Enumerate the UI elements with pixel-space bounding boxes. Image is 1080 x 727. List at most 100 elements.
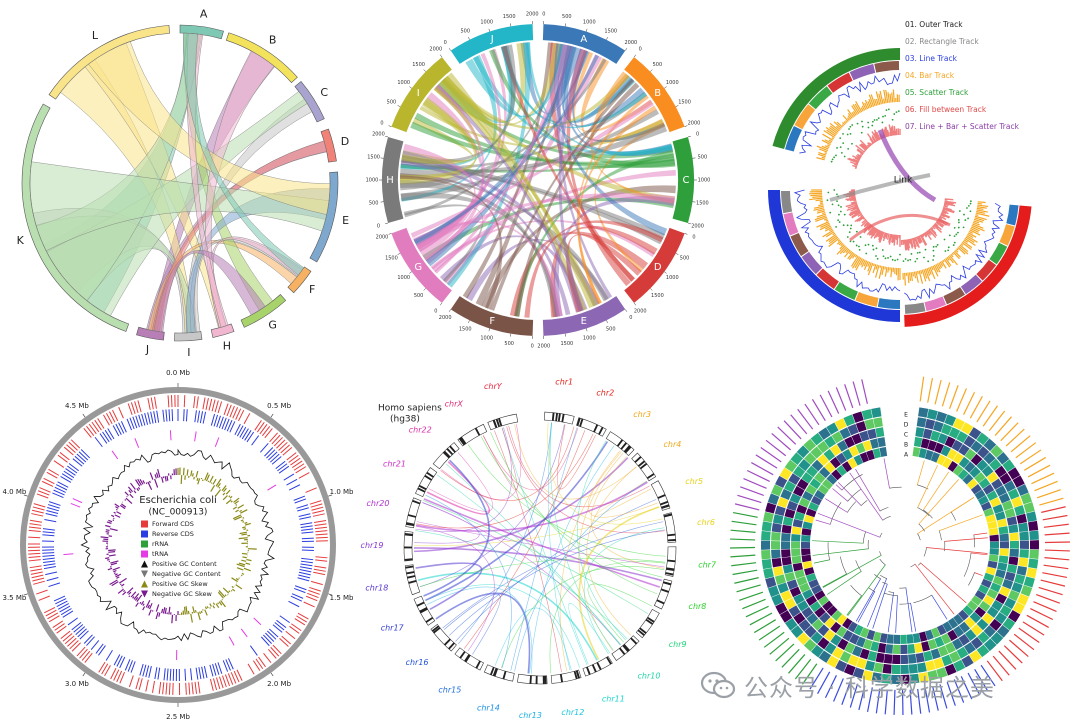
scatter-track-point: [932, 245, 935, 248]
bar-track-bar: [816, 210, 826, 214]
reverse-cds: [229, 421, 236, 433]
reverse-cds: [201, 666, 205, 679]
scatter-track-point: [871, 124, 874, 127]
tree-arc: [917, 507, 930, 517]
cytoband: [624, 446, 632, 454]
fill-between-track: [921, 234, 925, 238]
tip-label-mark: [1043, 523, 1069, 528]
tick-label: 1500: [696, 201, 709, 207]
tip-label-mark: [763, 631, 785, 648]
gc-skew-track: [242, 526, 246, 529]
fill-between-track: [925, 231, 932, 241]
tick-label: 500: [414, 293, 424, 299]
fill-between-track: [943, 205, 949, 208]
genomic-link: [417, 572, 598, 661]
gc-skew-track: [117, 588, 124, 594]
heatmap-cell: [1028, 558, 1039, 569]
heatmap-cell: [821, 479, 833, 490]
fill-between-track: [845, 202, 858, 208]
heatmap-cell: [982, 612, 994, 625]
heatmap-cell: [879, 633, 888, 644]
tick-label: 1500: [604, 28, 617, 34]
bar-track-bar: [878, 93, 882, 105]
gc-skew-track: [234, 515, 243, 521]
cytoband: [579, 418, 584, 427]
heatmap-cell: [964, 629, 977, 642]
fill-between-track: [929, 227, 938, 237]
tick-label: 2000: [372, 132, 385, 138]
scatter-track-point: [855, 244, 858, 247]
tick-mark: [270, 672, 274, 677]
bar-track-bar: [821, 211, 826, 215]
legend-swatch: [141, 560, 148, 568]
reverse-cds: [244, 430, 252, 441]
heatmap-cell: [1016, 484, 1029, 496]
heatmap-cell: [962, 605, 974, 616]
gc-skew-track: [113, 572, 116, 575]
cytoband: [426, 471, 434, 478]
tip-label-mark: [833, 678, 844, 702]
gc-skew-track: [108, 519, 113, 523]
bar-track-bar: [847, 115, 852, 120]
reverse-cds: [154, 667, 158, 680]
chord-link: [419, 84, 485, 257]
gc-skew-track: [195, 470, 199, 478]
tick-mark: [633, 302, 637, 306]
heatmap-cell: [998, 492, 1011, 504]
heatmap-cell: [781, 524, 792, 534]
reverse-cds: [45, 512, 58, 517]
heatmap-cell: [882, 663, 892, 674]
heatmap-cell: [915, 652, 925, 663]
gc-skew-track: [109, 579, 118, 586]
fill-between-track: [850, 206, 859, 212]
gc-skew-track: [222, 492, 226, 496]
tip-label-mark: [1039, 497, 1064, 506]
reverse-cds: [113, 654, 121, 666]
genomic-link: [559, 450, 621, 672]
fill-between-track: [864, 218, 866, 221]
cytoband: [561, 413, 565, 423]
tip-label-mark: [949, 385, 959, 409]
bar-track-bar: [818, 204, 824, 207]
heatmap-cell: [936, 454, 947, 466]
sector-arc-E: [542, 296, 626, 336]
scatter-track-point: [889, 255, 892, 258]
reverse-cds: [43, 566, 56, 570]
heatmap-cell: [839, 427, 851, 440]
sector-label-D: D: [654, 262, 662, 273]
heatmap-cell: [798, 459, 811, 472]
gc-skew-track: [108, 551, 116, 553]
fill-between-track: [942, 207, 955, 213]
scatter-track-point: [826, 199, 829, 202]
reverse-cds: [300, 525, 313, 529]
gc-skew-track: [129, 493, 134, 499]
scatter-track-point: [876, 257, 879, 260]
scatter-track-point: [859, 236, 862, 238]
forward-cds: [60, 630, 71, 639]
reverse-cds: [104, 429, 112, 441]
tick-mark: [448, 309, 451, 312]
fill-between-track: [923, 232, 928, 238]
heatmap-cell: [842, 448, 853, 461]
heatmap-cell: [784, 459, 798, 473]
gc-skew-track: [100, 536, 109, 539]
heatmap-cell: [835, 452, 847, 465]
heatmap-cell: [995, 511, 1006, 521]
tip-label-mark: [1044, 557, 1070, 561]
tip-label-mark: [760, 447, 782, 463]
gc-skew-track: [222, 587, 230, 594]
fill-between-track: [855, 162, 859, 165]
heatmap-cell: [964, 616, 976, 629]
tip-label-mark: [827, 390, 840, 414]
heatmap-cell: [883, 653, 893, 664]
chord-link: [183, 32, 305, 276]
bar-track-bar: [965, 236, 975, 244]
heatmap-cell: [767, 585, 780, 598]
reverse-cds: [153, 411, 157, 424]
heatmap-cell: [952, 452, 964, 464]
scatter-track-point: [910, 253, 913, 255]
fill-between-track: [851, 211, 862, 219]
scatter-track-point: [953, 241, 956, 244]
chord-link: [400, 98, 477, 185]
bar-track-bar: [825, 231, 835, 238]
